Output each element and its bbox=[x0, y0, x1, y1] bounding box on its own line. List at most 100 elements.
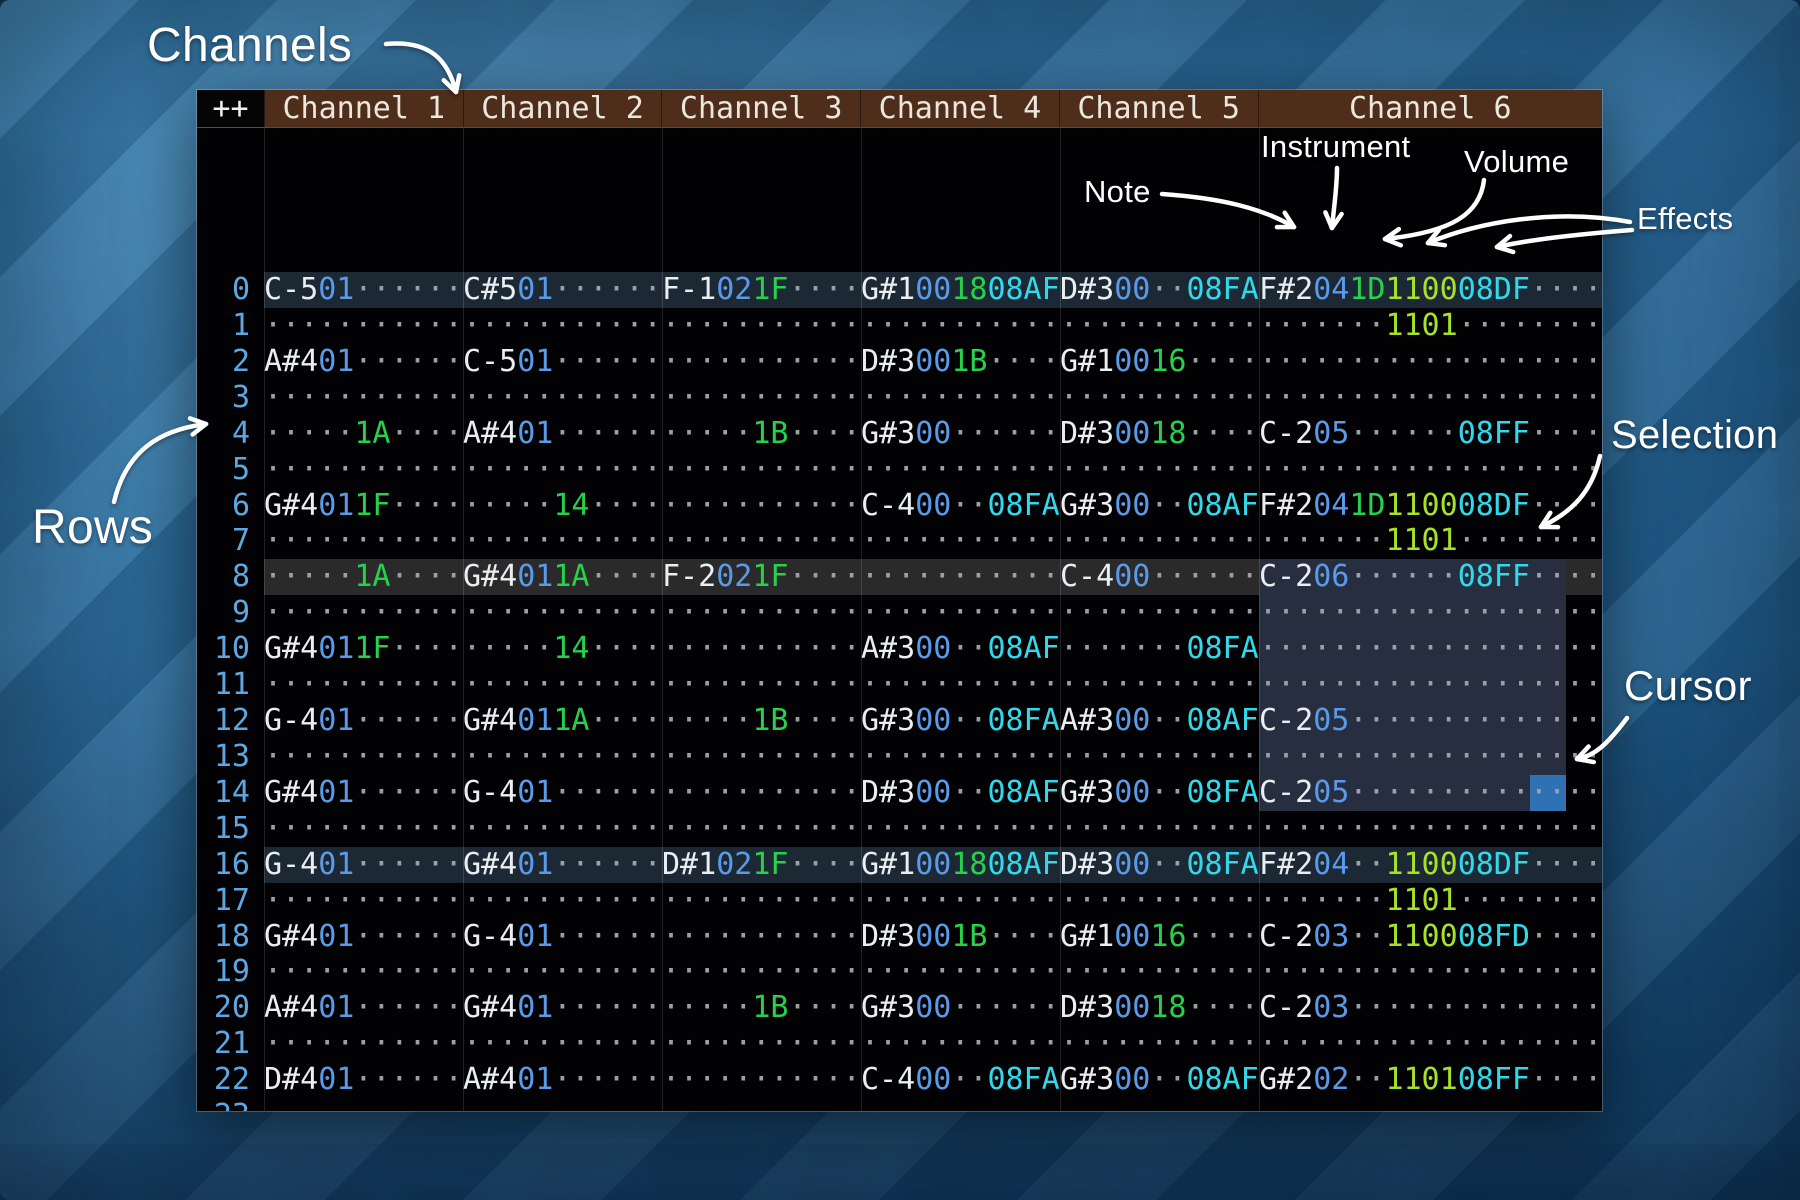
pattern-cell[interactable]: G#4011F···· bbox=[264, 487, 463, 523]
pattern-cell[interactable]: ·······1101········ bbox=[1259, 523, 1600, 559]
pattern-cell[interactable]: C-501······ bbox=[264, 272, 463, 307]
pattern-cell[interactable]: ··········· bbox=[1060, 379, 1259, 415]
pattern-cell[interactable]: D#300··08FA bbox=[1060, 846, 1259, 882]
channel-header-5[interactable]: Channel 5 bbox=[1058, 90, 1258, 127]
pattern-cell[interactable]: ··········· bbox=[662, 343, 861, 379]
pattern-cell[interactable]: ··········· bbox=[463, 1026, 662, 1062]
pattern-cell[interactable]: ··········· bbox=[861, 1026, 1060, 1062]
pattern-cell[interactable]: A#300··08AF bbox=[1060, 703, 1259, 739]
pattern-cell[interactable]: G-401······ bbox=[264, 703, 463, 739]
pattern-cell[interactable]: ··········· bbox=[861, 379, 1060, 415]
pattern-cell[interactable]: D#30018···· bbox=[1060, 415, 1259, 451]
pattern-cell[interactable]: ··········· bbox=[662, 379, 861, 415]
pattern-cell[interactable]: ··········· bbox=[463, 307, 662, 343]
pattern-cell[interactable]: ··········· bbox=[662, 451, 861, 487]
pattern-cell[interactable]: C-203··110008FD···· bbox=[1259, 918, 1600, 954]
pattern-cell[interactable]: ··········· bbox=[264, 523, 463, 559]
pattern-cell[interactable]: C#501······ bbox=[463, 272, 662, 307]
pattern-cell[interactable]: C-205·············· bbox=[1259, 703, 1600, 739]
channel-header-4[interactable]: Channel 4 bbox=[860, 90, 1059, 127]
pattern-cell[interactable]: ··········· bbox=[861, 451, 1060, 487]
pattern-cell[interactable]: ··················· bbox=[1259, 595, 1600, 631]
pattern-cell[interactable]: ··········· bbox=[662, 882, 861, 918]
pattern-cell[interactable]: C-203·············· bbox=[1259, 990, 1600, 1026]
pattern-cell[interactable]: ··········· bbox=[463, 738, 662, 774]
pattern-cell[interactable]: G#300··08FA bbox=[861, 703, 1060, 739]
pattern-cell[interactable]: C-206······08FF···· bbox=[1259, 559, 1600, 595]
pattern-cell[interactable]: ··········· bbox=[463, 451, 662, 487]
pattern-cell[interactable]: ··········· bbox=[264, 379, 463, 415]
pattern-cell[interactable]: ··········· bbox=[1060, 810, 1259, 846]
pattern-cell[interactable]: G#300··08AF bbox=[1060, 487, 1259, 523]
pattern-cell[interactable]: G#401······ bbox=[264, 774, 463, 810]
pattern-cell[interactable]: ·······1101········ bbox=[1259, 307, 1600, 343]
pattern-cell[interactable]: G-401······ bbox=[264, 846, 463, 882]
pattern-cell[interactable]: C-205······08FF···· bbox=[1259, 415, 1600, 451]
pattern-cell[interactable]: D#30018···· bbox=[1060, 990, 1259, 1026]
pattern-cell[interactable]: D#3001B···· bbox=[861, 343, 1060, 379]
pattern-cell[interactable]: ·······1101········ bbox=[1259, 882, 1600, 918]
pattern-cell[interactable]: ··················· bbox=[1259, 451, 1600, 487]
pattern-cell[interactable]: ··········· bbox=[662, 595, 861, 631]
pattern-cell[interactable]: ··········· bbox=[861, 523, 1060, 559]
pattern-cell[interactable]: ··········· bbox=[861, 810, 1060, 846]
pattern-cell[interactable]: ·······08FA bbox=[1060, 631, 1259, 667]
pattern-cell[interactable]: ··········· bbox=[662, 487, 861, 523]
pattern-cell[interactable]: ··········· bbox=[1060, 451, 1259, 487]
pattern-cell[interactable]: G#300··08FA bbox=[1060, 774, 1259, 810]
pattern-cell[interactable]: G-401······ bbox=[463, 918, 662, 954]
pattern-cell[interactable]: D#401······ bbox=[264, 1062, 463, 1098]
pattern-cell[interactable]: ··········· bbox=[1060, 523, 1259, 559]
pattern-cell[interactable]: ··················· bbox=[1259, 667, 1600, 703]
pattern-cell[interactable]: ··················· bbox=[1259, 343, 1600, 379]
channel-header-1[interactable]: Channel 1 bbox=[263, 90, 463, 127]
pattern-cell[interactable]: ··········· bbox=[1060, 882, 1259, 918]
pattern-cell[interactable]: ·····14···· bbox=[463, 631, 662, 667]
pattern-cell[interactable]: ··········· bbox=[264, 1026, 463, 1062]
pattern-cell[interactable]: G#4011A···· bbox=[463, 559, 662, 595]
pattern-cell[interactable]: ··········· bbox=[1060, 954, 1259, 990]
pattern-cell[interactable]: ··········· bbox=[861, 667, 1060, 703]
pattern-editor[interactable]: 0 C-501······ C#501······ F-1021F···· G#1001… bbox=[197, 128, 1602, 1111]
pattern-cell[interactable]: ··········· bbox=[662, 774, 861, 810]
pattern-cell[interactable]: C-400······ bbox=[1060, 559, 1259, 595]
channel-header-6[interactable]: Channel 6 bbox=[1257, 90, 1602, 127]
pattern-cell[interactable]: ··········· bbox=[463, 379, 662, 415]
channel-header-3[interactable]: Channel 3 bbox=[661, 90, 861, 127]
pattern-cell[interactable]: A#401······ bbox=[264, 343, 463, 379]
pattern-cell[interactable]: ··········· bbox=[861, 595, 1060, 631]
pattern-cell[interactable]: G#1001808AF bbox=[861, 272, 1060, 307]
add-channel-button[interactable]: ++ bbox=[197, 90, 264, 127]
pattern-cell[interactable]: C-400··08FA bbox=[861, 487, 1060, 523]
pattern-cell[interactable]: ··················· bbox=[1259, 1098, 1600, 1111]
pattern-cell[interactable]: D#3001B···· bbox=[861, 918, 1060, 954]
pattern-cell[interactable]: ··················· bbox=[1259, 631, 1600, 667]
pattern-cell[interactable]: ··········· bbox=[1060, 307, 1259, 343]
pattern-cell[interactable]: G#10016···· bbox=[1060, 918, 1259, 954]
pattern-cell[interactable]: ··········· bbox=[463, 523, 662, 559]
pattern-cell[interactable]: A#401······ bbox=[264, 990, 463, 1026]
pattern-cell[interactable]: G#300······ bbox=[861, 415, 1060, 451]
pattern-cell[interactable]: ··········· bbox=[264, 738, 463, 774]
pattern-cell[interactable]: F-2021F···· bbox=[662, 559, 861, 595]
pattern-cell[interactable]: ··········· bbox=[861, 738, 1060, 774]
pattern-cell[interactable]: ··················· bbox=[1259, 810, 1600, 846]
pattern-cell[interactable]: ··················· bbox=[1259, 1026, 1600, 1062]
pattern-cell[interactable]: ··········· bbox=[662, 810, 861, 846]
pattern-cell[interactable]: G#10016···· bbox=[1060, 343, 1259, 379]
pattern-cell[interactable]: ··········· bbox=[662, 631, 861, 667]
pattern-cell[interactable]: ··········· bbox=[463, 667, 662, 703]
pattern-cell[interactable]: G#300······ bbox=[861, 990, 1060, 1026]
pattern-cell[interactable]: G#401······ bbox=[463, 846, 662, 882]
pattern-cell[interactable]: F#2041D110008DF···· bbox=[1259, 487, 1600, 523]
pattern-cell[interactable]: F#2041D110008DF···· bbox=[1259, 272, 1600, 307]
pattern-cell[interactable]: ··········· bbox=[662, 667, 861, 703]
pattern-cell[interactable]: ··········· bbox=[662, 1098, 861, 1111]
pattern-cell[interactable]: G#4011F···· bbox=[264, 631, 463, 667]
pattern-cell[interactable]: ··········· bbox=[264, 882, 463, 918]
pattern-cell[interactable]: ··········· bbox=[264, 1098, 463, 1111]
pattern-cell[interactable]: G#401······ bbox=[264, 918, 463, 954]
pattern-cell[interactable]: ··········· bbox=[662, 1026, 861, 1062]
pattern-cell[interactable]: ·····1A···· bbox=[264, 415, 463, 451]
pattern-cell[interactable]: ··········· bbox=[264, 810, 463, 846]
